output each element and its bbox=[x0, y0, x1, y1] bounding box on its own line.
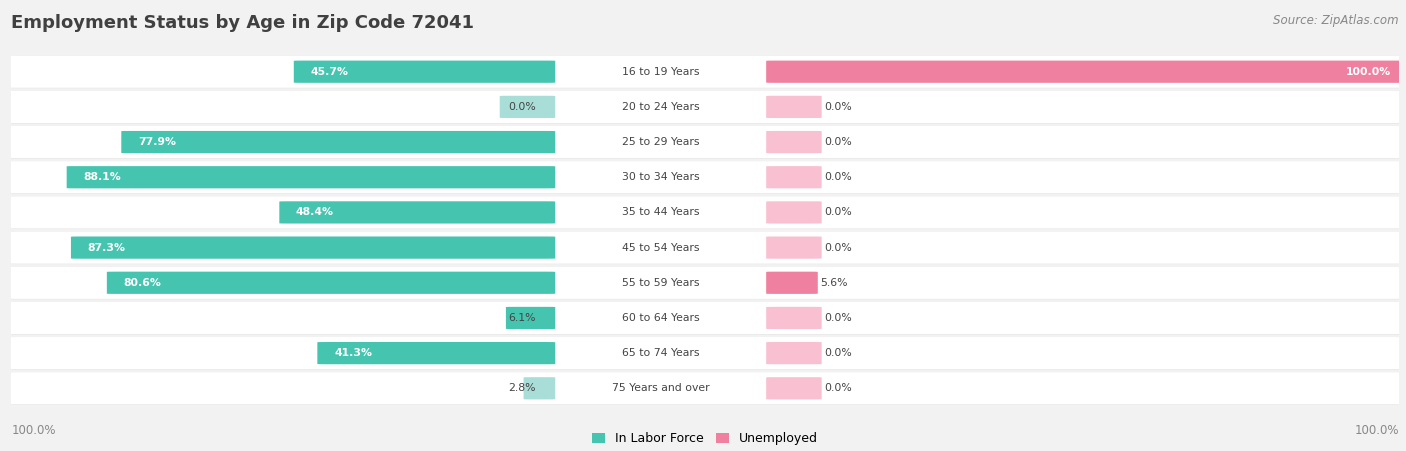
Text: 77.9%: 77.9% bbox=[138, 137, 176, 147]
FancyBboxPatch shape bbox=[766, 342, 821, 364]
FancyBboxPatch shape bbox=[280, 201, 555, 224]
Text: 0.0%: 0.0% bbox=[508, 102, 536, 112]
FancyBboxPatch shape bbox=[6, 337, 1406, 370]
Text: 45 to 54 Years: 45 to 54 Years bbox=[621, 243, 699, 253]
FancyBboxPatch shape bbox=[766, 201, 821, 224]
Text: 30 to 34 Years: 30 to 34 Years bbox=[621, 172, 700, 182]
Text: 48.4%: 48.4% bbox=[297, 207, 335, 217]
Text: 100.0%: 100.0% bbox=[1346, 67, 1391, 77]
Text: 87.3%: 87.3% bbox=[87, 243, 125, 253]
FancyBboxPatch shape bbox=[107, 272, 555, 294]
FancyBboxPatch shape bbox=[766, 236, 821, 259]
FancyBboxPatch shape bbox=[6, 55, 1406, 88]
Text: Source: ZipAtlas.com: Source: ZipAtlas.com bbox=[1274, 14, 1399, 27]
Text: 45.7%: 45.7% bbox=[311, 67, 349, 77]
FancyBboxPatch shape bbox=[523, 377, 555, 400]
FancyBboxPatch shape bbox=[318, 342, 555, 364]
FancyBboxPatch shape bbox=[6, 302, 1406, 334]
Text: 0.0%: 0.0% bbox=[824, 207, 852, 217]
FancyBboxPatch shape bbox=[66, 166, 555, 189]
FancyBboxPatch shape bbox=[6, 372, 1406, 405]
FancyBboxPatch shape bbox=[6, 161, 1406, 193]
FancyBboxPatch shape bbox=[6, 126, 1406, 159]
Text: Employment Status by Age in Zip Code 72041: Employment Status by Age in Zip Code 720… bbox=[11, 14, 474, 32]
Text: 80.6%: 80.6% bbox=[124, 278, 162, 288]
FancyBboxPatch shape bbox=[766, 166, 821, 189]
FancyBboxPatch shape bbox=[766, 272, 818, 294]
FancyBboxPatch shape bbox=[6, 91, 1406, 123]
Text: 2.8%: 2.8% bbox=[509, 383, 536, 393]
FancyBboxPatch shape bbox=[6, 267, 1406, 299]
FancyBboxPatch shape bbox=[6, 231, 1406, 264]
Text: 0.0%: 0.0% bbox=[824, 383, 852, 393]
Text: 65 to 74 Years: 65 to 74 Years bbox=[621, 348, 699, 358]
Text: 20 to 24 Years: 20 to 24 Years bbox=[621, 102, 700, 112]
Text: 41.3%: 41.3% bbox=[335, 348, 373, 358]
FancyBboxPatch shape bbox=[499, 96, 555, 118]
Text: 0.0%: 0.0% bbox=[824, 102, 852, 112]
FancyBboxPatch shape bbox=[70, 236, 555, 259]
Text: 6.1%: 6.1% bbox=[509, 313, 536, 323]
FancyBboxPatch shape bbox=[506, 307, 555, 329]
Text: 5.6%: 5.6% bbox=[821, 278, 848, 288]
Text: 0.0%: 0.0% bbox=[824, 137, 852, 147]
Text: 55 to 59 Years: 55 to 59 Years bbox=[621, 278, 699, 288]
Text: 60 to 64 Years: 60 to 64 Years bbox=[621, 313, 700, 323]
FancyBboxPatch shape bbox=[6, 267, 1406, 299]
FancyBboxPatch shape bbox=[6, 196, 1406, 229]
Text: 16 to 19 Years: 16 to 19 Years bbox=[621, 67, 699, 77]
FancyBboxPatch shape bbox=[6, 372, 1406, 405]
Text: 100.0%: 100.0% bbox=[11, 424, 56, 437]
FancyBboxPatch shape bbox=[6, 161, 1406, 194]
Text: 88.1%: 88.1% bbox=[83, 172, 121, 182]
FancyBboxPatch shape bbox=[766, 377, 821, 400]
FancyBboxPatch shape bbox=[6, 91, 1406, 124]
FancyBboxPatch shape bbox=[6, 302, 1406, 335]
FancyBboxPatch shape bbox=[766, 131, 821, 153]
FancyBboxPatch shape bbox=[6, 231, 1406, 264]
Text: 35 to 44 Years: 35 to 44 Years bbox=[621, 207, 699, 217]
FancyBboxPatch shape bbox=[6, 196, 1406, 229]
Text: 0.0%: 0.0% bbox=[824, 313, 852, 323]
Text: 0.0%: 0.0% bbox=[824, 243, 852, 253]
FancyBboxPatch shape bbox=[294, 60, 555, 83]
Text: 100.0%: 100.0% bbox=[1354, 424, 1399, 437]
Text: 25 to 29 Years: 25 to 29 Years bbox=[621, 137, 699, 147]
Text: 75 Years and over: 75 Years and over bbox=[612, 383, 710, 393]
FancyBboxPatch shape bbox=[766, 96, 821, 118]
FancyBboxPatch shape bbox=[6, 55, 1406, 88]
FancyBboxPatch shape bbox=[6, 337, 1406, 369]
Text: 0.0%: 0.0% bbox=[824, 172, 852, 182]
FancyBboxPatch shape bbox=[6, 126, 1406, 158]
Legend: In Labor Force, Unemployed: In Labor Force, Unemployed bbox=[592, 433, 818, 446]
FancyBboxPatch shape bbox=[766, 307, 821, 329]
FancyBboxPatch shape bbox=[766, 60, 1406, 83]
FancyBboxPatch shape bbox=[121, 131, 555, 153]
Text: 0.0%: 0.0% bbox=[824, 348, 852, 358]
